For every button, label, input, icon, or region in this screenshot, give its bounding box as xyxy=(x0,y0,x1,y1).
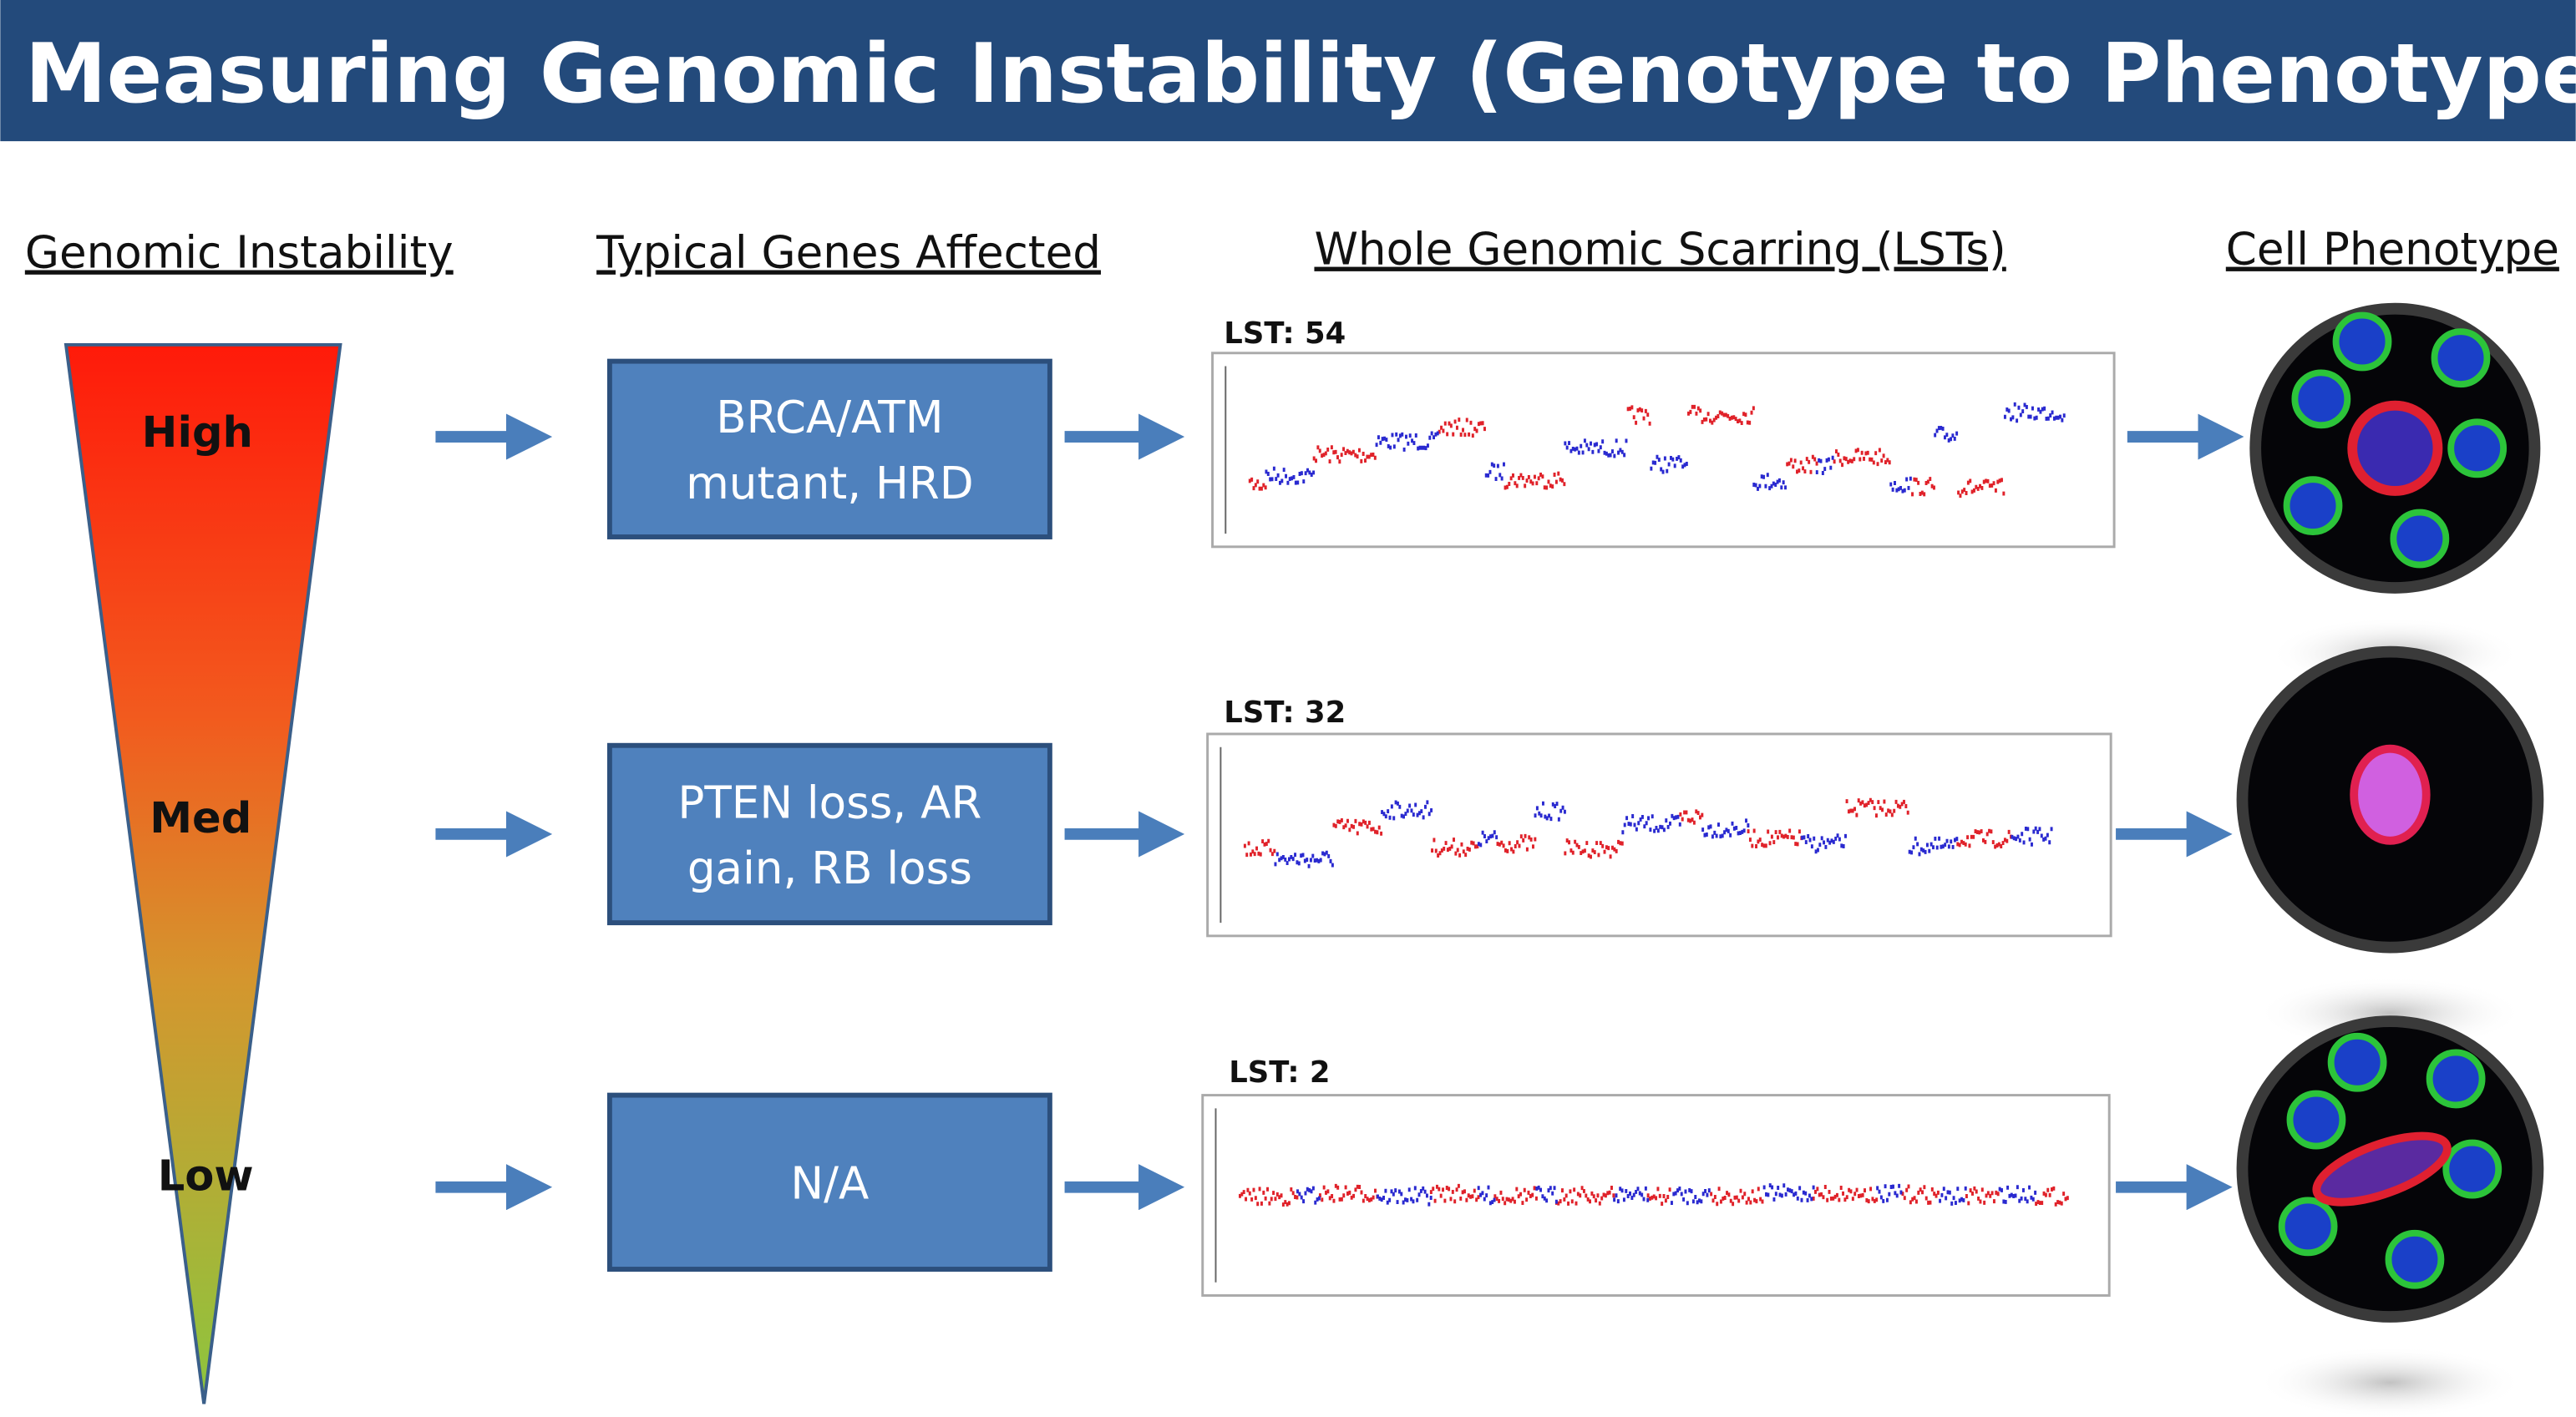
target-cell xyxy=(2350,744,2431,845)
level-label: Low xyxy=(158,1152,254,1202)
cell-nucleus xyxy=(2385,1229,2445,1289)
gene-text: N/A xyxy=(790,1157,869,1209)
scatter-points xyxy=(1239,1183,2069,1207)
target-cell xyxy=(2347,400,2443,496)
plot-frame xyxy=(1211,352,2116,549)
cell-nucleus xyxy=(2291,369,2351,429)
scatter-points xyxy=(1296,1183,2037,1207)
cell-nucleus xyxy=(2286,1090,2346,1150)
cell-nucleus xyxy=(2278,1197,2338,1257)
gene-text: mutant, HRD xyxy=(686,458,974,509)
gene-text: BRCA/ATM xyxy=(716,392,943,443)
column-header: Cell Phenotype xyxy=(2226,224,2559,276)
cell-nucleus xyxy=(2390,509,2450,569)
lst-label: LST: 2 xyxy=(1229,1055,1330,1090)
column-header: Genomic Instability xyxy=(25,227,454,279)
gene-box xyxy=(606,1092,1052,1272)
title-bar xyxy=(0,0,2576,142)
column-header: Typical Genes Affected xyxy=(596,227,1101,279)
cell-nucleus xyxy=(2442,1139,2502,1199)
lst-label: LST: 32 xyxy=(1224,696,1346,730)
level-label: High xyxy=(142,408,253,458)
scatter-points xyxy=(1243,797,2012,859)
scatter-points xyxy=(1265,402,2066,493)
cell-nucleus xyxy=(2327,1032,2387,1092)
level-label: Med xyxy=(150,794,251,843)
target-cell xyxy=(2312,1131,2452,1207)
plot-frame xyxy=(1206,732,2112,938)
scatter-points xyxy=(1274,800,2053,868)
scatter-points xyxy=(1248,404,2006,498)
gene-text: gain, RB loss xyxy=(687,843,972,894)
title: Measuring Genomic Instability (Genotype … xyxy=(25,27,2576,122)
cell-nucleus xyxy=(2426,1049,2486,1109)
lst-label: LST: 54 xyxy=(1224,316,1346,351)
gene-box xyxy=(606,742,1052,926)
gene-box xyxy=(606,358,1052,539)
cell-nucleus xyxy=(2447,418,2508,478)
cell-nucleus xyxy=(2283,476,2343,536)
cell-shadow xyxy=(2257,1346,2523,1417)
cell-nucleus xyxy=(2431,328,2491,388)
column-header: Whole Genomic Scarring (LSTs) xyxy=(1314,224,2006,276)
gene-text: PTEN loss, AR xyxy=(677,777,981,828)
instability-triangle xyxy=(63,342,342,1404)
cell-nucleus xyxy=(2332,311,2392,372)
